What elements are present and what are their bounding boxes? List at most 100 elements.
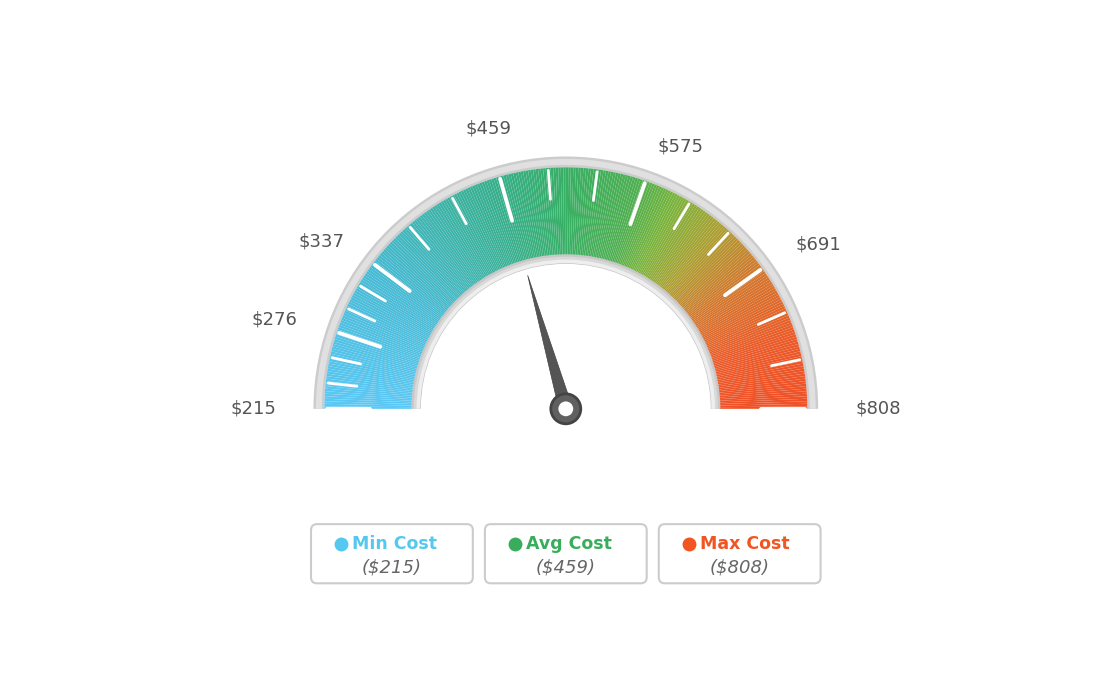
Wedge shape [710, 324, 793, 357]
Wedge shape [624, 185, 659, 268]
Wedge shape [711, 332, 796, 362]
Wedge shape [434, 205, 484, 280]
Wedge shape [342, 315, 424, 351]
Wedge shape [416, 259, 715, 408]
Wedge shape [335, 337, 420, 364]
Wedge shape [690, 267, 763, 320]
Wedge shape [712, 334, 796, 363]
Text: $575: $575 [658, 138, 703, 156]
Wedge shape [715, 359, 803, 379]
Wedge shape [665, 224, 723, 293]
Wedge shape [697, 282, 773, 329]
Wedge shape [628, 188, 667, 269]
Wedge shape [618, 181, 650, 265]
Wedge shape [668, 229, 730, 296]
Wedge shape [631, 190, 671, 270]
Wedge shape [381, 251, 449, 310]
Wedge shape [463, 189, 502, 270]
Wedge shape [533, 169, 546, 257]
Wedge shape [718, 371, 805, 386]
Wedge shape [708, 317, 790, 353]
Wedge shape [424, 212, 477, 285]
Wedge shape [693, 275, 768, 325]
Wedge shape [465, 188, 503, 269]
Wedge shape [679, 246, 745, 306]
Wedge shape [694, 277, 769, 326]
FancyBboxPatch shape [485, 524, 647, 583]
Wedge shape [710, 327, 794, 358]
Wedge shape [361, 279, 436, 328]
Wedge shape [316, 159, 816, 408]
Wedge shape [489, 179, 519, 264]
Wedge shape [582, 168, 594, 257]
Wedge shape [508, 174, 531, 260]
Wedge shape [367, 271, 439, 323]
Wedge shape [636, 194, 678, 273]
Wedge shape [339, 324, 422, 357]
Wedge shape [680, 247, 747, 308]
Wedge shape [314, 157, 818, 408]
Wedge shape [449, 196, 493, 275]
Text: $215: $215 [230, 400, 276, 418]
Wedge shape [700, 293, 778, 336]
Wedge shape [348, 304, 427, 344]
Wedge shape [332, 346, 417, 371]
Wedge shape [325, 406, 413, 408]
Wedge shape [346, 308, 426, 346]
Wedge shape [428, 209, 479, 283]
Wedge shape [535, 169, 549, 257]
Wedge shape [703, 302, 783, 342]
Wedge shape [601, 174, 624, 260]
Wedge shape [657, 215, 712, 286]
Wedge shape [456, 193, 498, 272]
Wedge shape [378, 255, 447, 313]
Wedge shape [326, 381, 414, 393]
Wedge shape [408, 224, 467, 293]
Wedge shape [676, 240, 740, 303]
Wedge shape [608, 177, 636, 262]
Wedge shape [422, 264, 710, 408]
Wedge shape [709, 320, 792, 354]
Wedge shape [412, 221, 469, 290]
Wedge shape [553, 168, 560, 256]
Wedge shape [567, 168, 571, 255]
Wedge shape [718, 381, 806, 393]
Wedge shape [350, 299, 429, 341]
Wedge shape [719, 388, 807, 397]
Text: ($215): ($215) [362, 558, 422, 576]
Wedge shape [603, 175, 626, 260]
Wedge shape [613, 179, 643, 264]
Wedge shape [352, 295, 431, 338]
Wedge shape [393, 238, 457, 302]
Wedge shape [516, 172, 535, 259]
Wedge shape [422, 213, 476, 286]
Wedge shape [639, 197, 684, 275]
Wedge shape [691, 269, 764, 322]
Wedge shape [338, 327, 422, 358]
Wedge shape [351, 297, 429, 339]
Wedge shape [620, 184, 655, 266]
Wedge shape [716, 364, 804, 382]
Wedge shape [440, 201, 488, 277]
Wedge shape [719, 394, 807, 401]
Text: $337: $337 [298, 233, 344, 250]
Wedge shape [687, 261, 758, 316]
Wedge shape [506, 175, 529, 260]
Wedge shape [719, 391, 807, 400]
Wedge shape [325, 404, 413, 407]
Wedge shape [330, 354, 416, 375]
Wedge shape [655, 212, 708, 285]
Wedge shape [401, 231, 461, 297]
Wedge shape [705, 308, 786, 346]
Wedge shape [648, 205, 698, 280]
Wedge shape [481, 181, 513, 265]
Wedge shape [493, 177, 521, 262]
Wedge shape [586, 170, 601, 257]
Wedge shape [692, 273, 767, 324]
Text: Max Cost: Max Cost [700, 535, 789, 553]
Wedge shape [353, 293, 432, 336]
Wedge shape [581, 168, 591, 256]
Wedge shape [383, 249, 450, 308]
Wedge shape [396, 235, 459, 299]
Wedge shape [714, 346, 799, 371]
